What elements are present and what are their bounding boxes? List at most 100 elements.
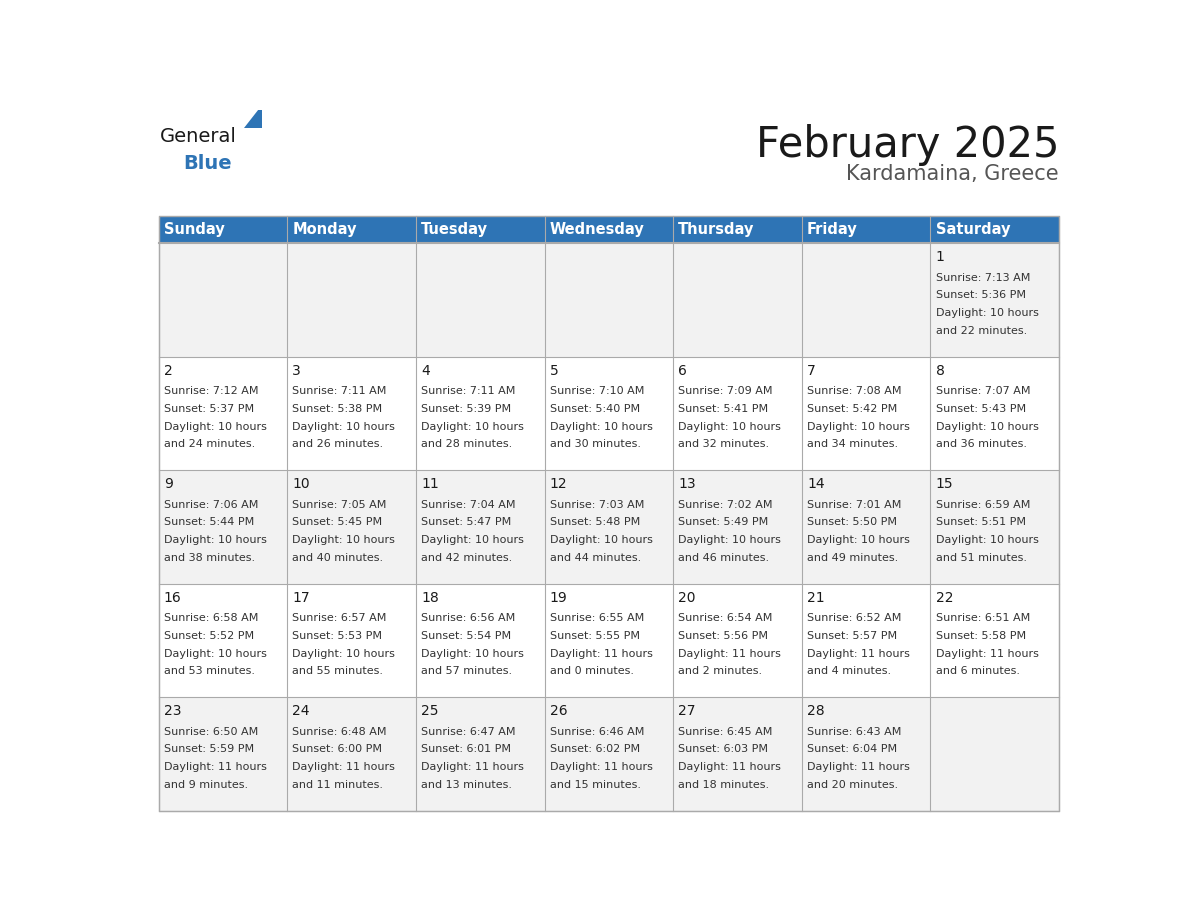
Text: 5: 5 [550,364,558,377]
Text: Sunrise: 7:09 AM: Sunrise: 7:09 AM [678,386,773,397]
Text: and 38 minutes.: and 38 minutes. [164,553,255,563]
Text: and 0 minutes.: and 0 minutes. [550,666,633,677]
Text: and 49 minutes.: and 49 minutes. [807,553,898,563]
Polygon shape [244,105,263,128]
Text: Sunrise: 6:59 AM: Sunrise: 6:59 AM [936,500,1030,509]
Text: Sunset: 5:45 PM: Sunset: 5:45 PM [292,518,383,528]
Text: 21: 21 [807,590,824,605]
Text: Sunrise: 7:11 AM: Sunrise: 7:11 AM [292,386,387,397]
Text: Sunset: 5:58 PM: Sunset: 5:58 PM [936,631,1025,641]
Text: Sunrise: 7:08 AM: Sunrise: 7:08 AM [807,386,902,397]
Text: 6: 6 [678,364,687,377]
Text: Daylight: 11 hours: Daylight: 11 hours [678,762,782,772]
Text: and 15 minutes.: and 15 minutes. [550,779,640,789]
Bar [158,243,1060,357]
Text: 1: 1 [936,251,944,264]
Text: Daylight: 10 hours: Daylight: 10 hours [936,308,1038,318]
Text: 20: 20 [678,590,696,605]
Text: Sunrise: 7:12 AM: Sunrise: 7:12 AM [164,386,258,397]
Bar [930,217,1060,243]
Text: 22: 22 [936,590,953,605]
Text: Blue: Blue [183,154,232,174]
Text: and 32 minutes.: and 32 minutes. [678,439,770,449]
Text: Sunrise: 7:05 AM: Sunrise: 7:05 AM [292,500,387,509]
Text: Daylight: 10 hours: Daylight: 10 hours [292,648,396,658]
Text: 27: 27 [678,704,696,718]
Text: 10: 10 [292,477,310,491]
Bar [802,217,930,243]
Text: 12: 12 [550,477,568,491]
Bar [158,217,1060,811]
Text: and 30 minutes.: and 30 minutes. [550,439,640,449]
Text: Daylight: 11 hours: Daylight: 11 hours [550,762,652,772]
Text: Sunset: 5:36 PM: Sunset: 5:36 PM [936,290,1025,300]
Text: Sunset: 5:39 PM: Sunset: 5:39 PM [421,404,511,414]
Text: and 9 minutes.: and 9 minutes. [164,779,248,789]
Text: Daylight: 10 hours: Daylight: 10 hours [936,535,1038,545]
Text: Daylight: 10 hours: Daylight: 10 hours [678,535,782,545]
Text: Daylight: 10 hours: Daylight: 10 hours [164,535,266,545]
Text: Daylight: 11 hours: Daylight: 11 hours [164,762,266,772]
Text: 7: 7 [807,364,816,377]
Text: Sunrise: 6:52 AM: Sunrise: 6:52 AM [807,613,902,623]
Text: 17: 17 [292,590,310,605]
Text: Kardamaina, Greece: Kardamaina, Greece [847,164,1060,185]
Text: Sunset: 5:50 PM: Sunset: 5:50 PM [807,518,897,528]
Text: and 26 minutes.: and 26 minutes. [292,439,384,449]
Text: 3: 3 [292,364,301,377]
Text: and 11 minutes.: and 11 minutes. [292,779,384,789]
Bar [158,470,1060,584]
Text: and 20 minutes.: and 20 minutes. [807,779,898,789]
Text: Sunrise: 6:43 AM: Sunrise: 6:43 AM [807,727,902,737]
Text: and 4 minutes.: and 4 minutes. [807,666,891,677]
Text: Daylight: 10 hours: Daylight: 10 hours [936,421,1038,431]
Text: Daylight: 10 hours: Daylight: 10 hours [421,535,524,545]
Text: and 18 minutes.: and 18 minutes. [678,779,770,789]
Text: Tuesday: Tuesday [421,222,488,238]
Text: Sunrise: 7:02 AM: Sunrise: 7:02 AM [678,500,773,509]
Text: and 53 minutes.: and 53 minutes. [164,666,254,677]
Text: and 40 minutes.: and 40 minutes. [292,553,384,563]
Text: Sunset: 5:48 PM: Sunset: 5:48 PM [550,518,640,528]
Text: Sunday: Sunday [164,222,225,238]
Text: 25: 25 [421,704,438,718]
Bar [416,217,544,243]
Text: and 2 minutes.: and 2 minutes. [678,666,763,677]
Text: Sunrise: 6:51 AM: Sunrise: 6:51 AM [936,613,1030,623]
Text: and 57 minutes.: and 57 minutes. [421,666,512,677]
Text: Sunrise: 7:06 AM: Sunrise: 7:06 AM [164,500,258,509]
Text: Sunrise: 6:50 AM: Sunrise: 6:50 AM [164,727,258,737]
Text: Friday: Friday [807,222,858,238]
Text: Daylight: 11 hours: Daylight: 11 hours [936,648,1038,658]
Text: 14: 14 [807,477,824,491]
Text: and 44 minutes.: and 44 minutes. [550,553,640,563]
Text: and 13 minutes.: and 13 minutes. [421,779,512,789]
Text: Thursday: Thursday [678,222,754,238]
Text: Sunset: 5:56 PM: Sunset: 5:56 PM [678,631,769,641]
Text: Sunset: 5:43 PM: Sunset: 5:43 PM [936,404,1025,414]
Text: Sunset: 5:47 PM: Sunset: 5:47 PM [421,518,511,528]
Text: Sunrise: 7:13 AM: Sunrise: 7:13 AM [936,273,1030,283]
Text: 23: 23 [164,704,182,718]
Text: Daylight: 10 hours: Daylight: 10 hours [807,535,910,545]
Text: Sunrise: 7:10 AM: Sunrise: 7:10 AM [550,386,644,397]
Text: and 36 minutes.: and 36 minutes. [936,439,1026,449]
Text: Daylight: 10 hours: Daylight: 10 hours [292,421,396,431]
Text: 4: 4 [421,364,430,377]
Text: Sunrise: 7:04 AM: Sunrise: 7:04 AM [421,500,516,509]
Text: 15: 15 [936,477,953,491]
Text: Daylight: 10 hours: Daylight: 10 hours [164,421,266,431]
Text: Daylight: 10 hours: Daylight: 10 hours [550,535,652,545]
Text: Sunset: 5:51 PM: Sunset: 5:51 PM [936,518,1025,528]
Text: Daylight: 11 hours: Daylight: 11 hours [807,762,910,772]
Text: Sunset: 5:49 PM: Sunset: 5:49 PM [678,518,769,528]
Text: Daylight: 11 hours: Daylight: 11 hours [550,648,652,658]
Text: 9: 9 [164,477,172,491]
Text: Sunrise: 6:58 AM: Sunrise: 6:58 AM [164,613,258,623]
Text: Daylight: 10 hours: Daylight: 10 hours [421,648,524,658]
Text: 18: 18 [421,590,438,605]
Text: and 24 minutes.: and 24 minutes. [164,439,255,449]
Bar [674,217,802,243]
Text: Sunset: 5:42 PM: Sunset: 5:42 PM [807,404,897,414]
Text: Sunset: 5:37 PM: Sunset: 5:37 PM [164,404,254,414]
